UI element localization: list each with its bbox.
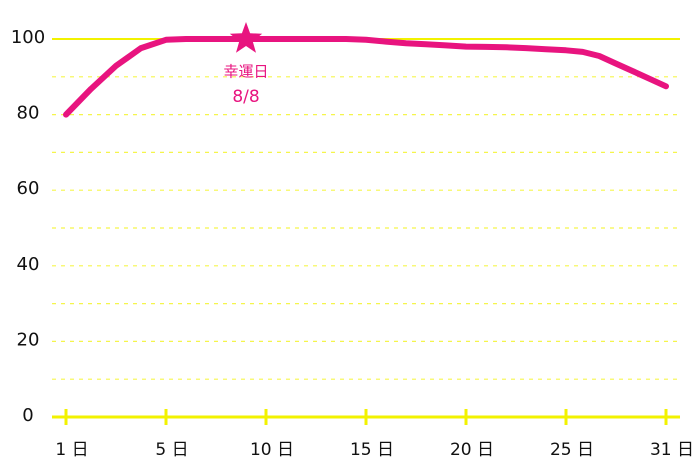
x-tick-label: 1 日: [55, 440, 88, 460]
y-tick-label: 40: [17, 254, 40, 275]
x-tick-label: 31 日: [650, 440, 694, 460]
data-line: [63, 36, 669, 118]
x-tick-label: 10 日: [250, 440, 294, 460]
y-tick-label: 80: [17, 103, 40, 124]
annotation-subtext: 8/8: [232, 87, 259, 107]
x-tick-label: 20 日: [450, 440, 494, 460]
x-tick-label: 15 日: [350, 440, 394, 460]
annotation-star: [229, 22, 263, 53]
annotation-text: 幸運日: [223, 63, 268, 81]
y-tick-label: 60: [17, 178, 40, 199]
x-tick-label: 5 日: [155, 440, 188, 460]
y-tick-label: 0: [22, 405, 33, 426]
y-tick-label: 20: [17, 329, 40, 350]
y-tick-label: 100: [11, 27, 45, 48]
x-tick-label: 25 日: [550, 440, 594, 460]
